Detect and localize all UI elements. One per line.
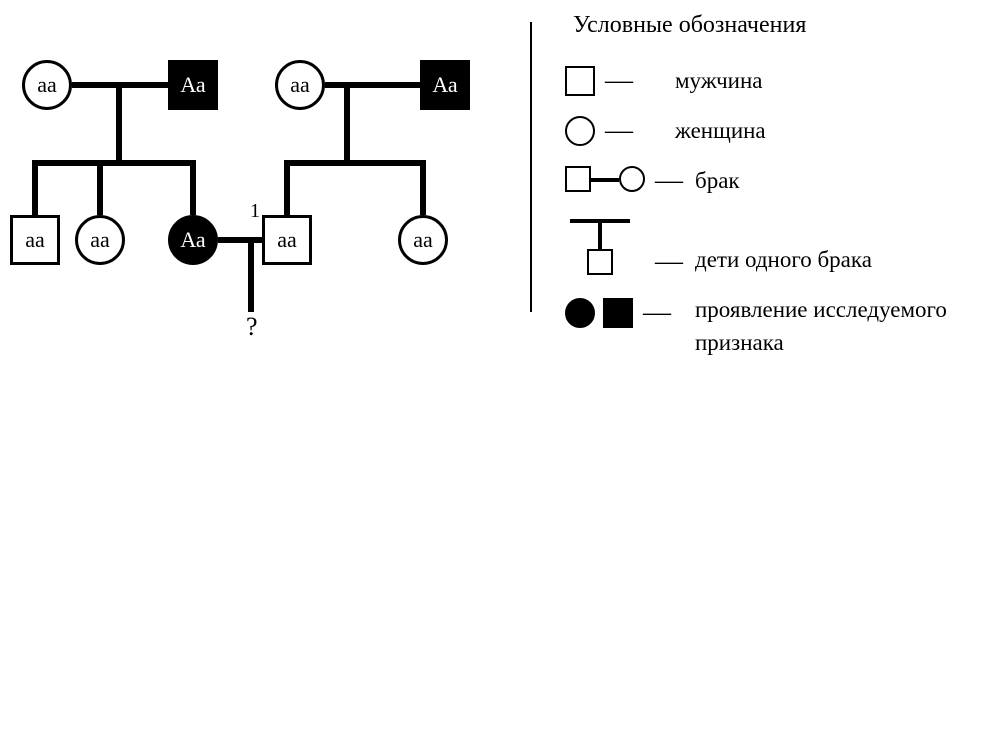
connector <box>116 82 122 160</box>
legend-row-children: — дети одного брака <box>565 211 985 283</box>
genotype-label: Аа <box>180 72 205 98</box>
divider <box>530 22 532 312</box>
node-g1l-father: Аа <box>168 60 218 110</box>
node-g2l-c3: Аа <box>168 215 218 265</box>
genotype-label: аа <box>37 72 57 98</box>
children-icon <box>565 213 645 281</box>
legend-symbol-affected: — <box>565 293 695 333</box>
node-g2l-c2: аа <box>75 215 125 265</box>
legend: Условные обозначения — мужчина — женщина… <box>565 8 985 369</box>
marriage-icon <box>565 166 645 196</box>
legend-label: мужчина <box>675 64 985 97</box>
connector <box>420 160 426 215</box>
dash: — <box>655 242 683 283</box>
pedigree-diagram: аа Аа аа Аа аа аа Аа аа аа 1 ? <box>0 20 520 400</box>
genotype-label: аа <box>25 227 45 253</box>
node-g2r-c2: аа <box>398 215 448 265</box>
connector <box>97 160 103 215</box>
genotype-label: аа <box>413 227 433 253</box>
node-g1l-mother: аа <box>22 60 72 110</box>
connector <box>248 237 254 312</box>
legend-label: проявление исследуемого признака <box>695 293 985 360</box>
connector <box>325 82 420 88</box>
genotype-label: аа <box>290 72 310 98</box>
node-g2r-c1: аа <box>262 215 312 265</box>
legend-symbol-female: — <box>565 111 675 151</box>
legend-label: женщина <box>675 114 985 147</box>
legend-symbol-children: — <box>565 211 695 283</box>
legend-row-male: — мужчина <box>565 61 985 101</box>
genotype-label: аа <box>90 227 110 253</box>
node-g1r-father: Аа <box>420 60 470 110</box>
connector <box>284 160 290 215</box>
legend-symbol-marriage: — <box>565 161 695 201</box>
legend-symbol-male: — <box>565 61 675 101</box>
dash: — <box>605 111 633 152</box>
connector <box>190 160 196 215</box>
genotype-label: Аа <box>432 72 457 98</box>
connector <box>32 160 196 166</box>
legend-row-marriage: — брак <box>565 161 985 201</box>
filled-circle-icon <box>565 298 595 328</box>
circle-icon <box>565 116 595 146</box>
legend-row-affected: — проявление исследуемого признака <box>565 293 985 360</box>
connector <box>344 82 350 160</box>
connector <box>32 160 38 215</box>
legend-row-female: — женщина <box>565 111 985 151</box>
pair-number: 1 <box>250 200 260 223</box>
genotype-label: Аа <box>180 227 205 253</box>
node-g1r-mother: аа <box>275 60 325 110</box>
legend-title: Условные обозначения <box>573 8 985 43</box>
question-mark: ? <box>246 312 258 342</box>
genotype-label: аа <box>277 227 297 253</box>
legend-label: дети одного брака <box>695 243 985 276</box>
connector <box>284 160 426 166</box>
connector <box>218 237 262 243</box>
dash: — <box>655 161 683 202</box>
filled-square-icon <box>603 298 633 328</box>
legend-label: брак <box>695 164 985 197</box>
dash: — <box>643 293 671 334</box>
node-g2l-c1: аа <box>10 215 60 265</box>
dash: — <box>605 61 633 102</box>
square-icon <box>565 66 595 96</box>
